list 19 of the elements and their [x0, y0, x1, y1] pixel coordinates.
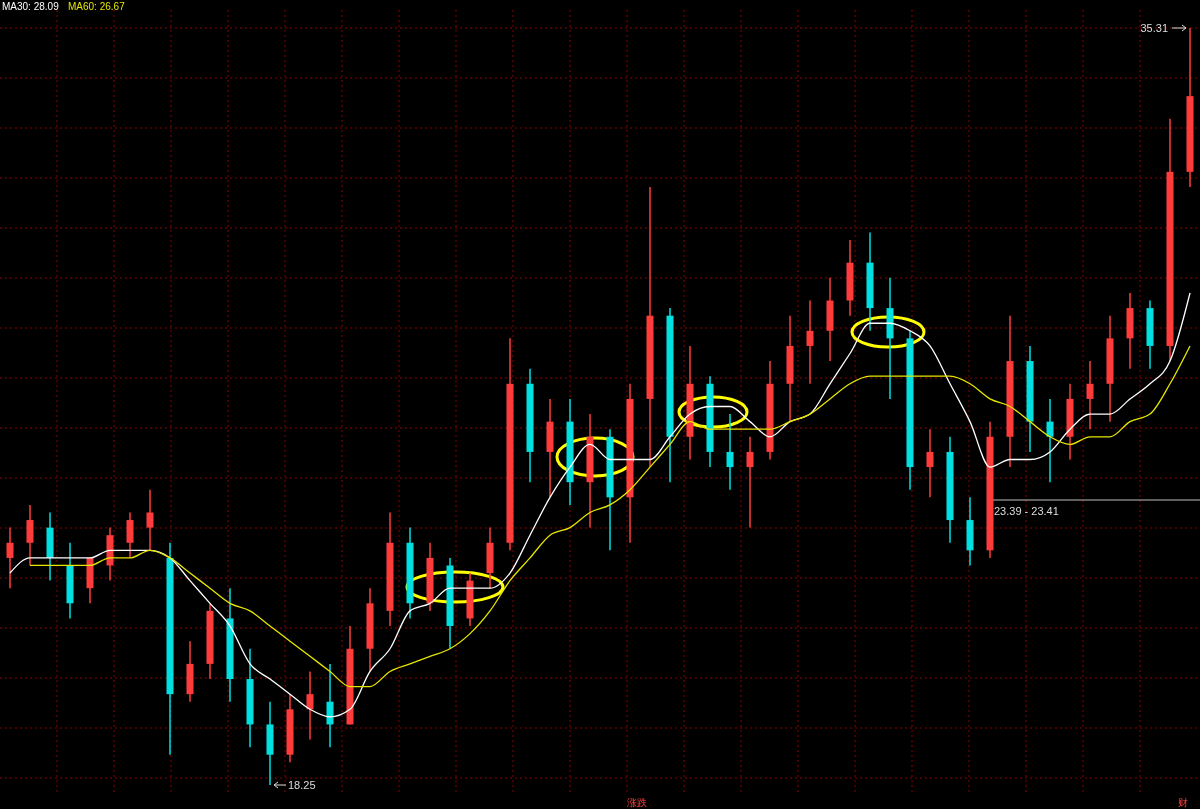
text: MA60: 26.67 [68, 1, 126, 12]
candlestick [1046, 398, 1054, 483]
candlestick [926, 428, 934, 499]
candlestick [1086, 360, 1094, 430]
text: MA30: 28.09 [2, 1, 60, 12]
candlestick [26, 504, 34, 567]
candlestick [6, 526, 14, 589]
annotation: 35.31 [1140, 22, 1168, 34]
candlestick [326, 663, 334, 748]
candlestick [146, 489, 154, 552]
candlestick [746, 436, 754, 529]
text: 财 [1178, 797, 1188, 808]
candlestick [126, 511, 134, 559]
candlestick [806, 299, 814, 385]
candlestick [306, 670, 314, 741]
annotation: 23.39 - 23.41 [994, 505, 1059, 517]
candlestick [726, 413, 734, 491]
text: 涨跌 [627, 797, 647, 808]
annotation: 18.25 [288, 779, 316, 791]
